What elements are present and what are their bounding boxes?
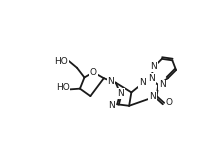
Text: N: N — [149, 92, 156, 101]
Text: HO: HO — [54, 57, 68, 66]
Text: N: N — [150, 62, 157, 71]
Text: N: N — [118, 89, 124, 98]
Text: N: N — [159, 80, 166, 89]
Text: N: N — [139, 78, 146, 87]
Text: N: N — [107, 77, 114, 86]
Text: HO: HO — [56, 83, 70, 92]
Text: O: O — [166, 98, 173, 107]
Text: N: N — [108, 101, 115, 110]
Text: O: O — [90, 68, 97, 77]
Text: N: N — [148, 74, 155, 83]
